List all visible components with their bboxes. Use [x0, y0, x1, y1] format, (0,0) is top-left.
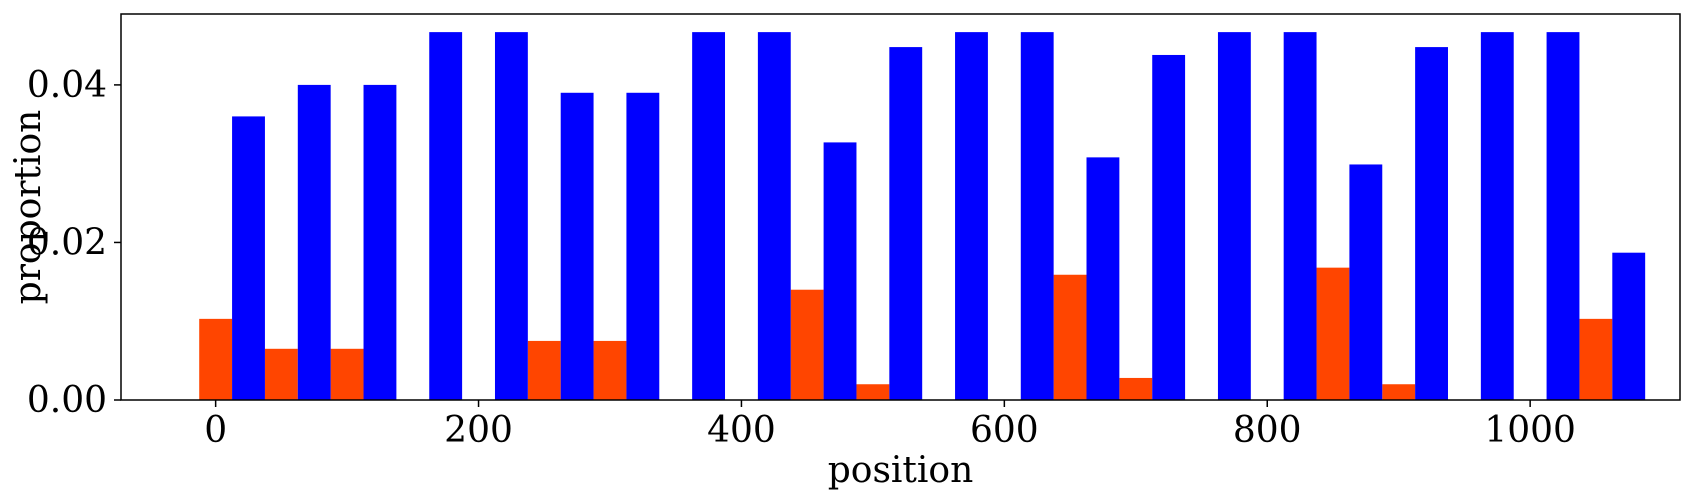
bar-s1-14 [1152, 54, 1186, 401]
bar-s0-14 [1119, 377, 1153, 400]
bar-s1-2 [363, 84, 397, 401]
bar-s0-10 [856, 384, 890, 400]
bar-s0-21 [1579, 318, 1613, 400]
x-tick-label: 200 [444, 410, 513, 451]
bar-s1-20 [1546, 32, 1580, 400]
bar-s1-10 [889, 47, 923, 400]
bar-s1-4 [494, 32, 528, 400]
x-tick-label: 0 [204, 410, 227, 451]
y-tick-label: 0.02 [27, 222, 107, 263]
bar-s1-7 [692, 32, 726, 400]
y-tick-label: 0.00 [27, 380, 107, 421]
bar-s1-16 [1283, 32, 1317, 400]
bar-s1-18 [1415, 47, 1448, 400]
bar-s0-17 [1316, 267, 1350, 400]
bar-s0-6 [593, 340, 627, 400]
bar-s0-13 [1053, 274, 1087, 400]
bar-s0-5 [527, 340, 561, 400]
bar-s1-13 [1086, 157, 1120, 400]
bar-s0-2 [330, 348, 364, 400]
bar-s1-19 [1480, 32, 1514, 400]
bar-s0-18 [1382, 384, 1416, 400]
x-tick-label: 600 [970, 410, 1039, 451]
bar-s0-9 [790, 289, 824, 400]
bar-s1-15 [1217, 32, 1251, 400]
bar-s1-12 [1020, 32, 1054, 400]
x-axis-label: position [828, 450, 974, 491]
y-axis: 0.00 0.02 0.04 [27, 65, 121, 421]
bar-s1-1 [297, 84, 331, 401]
bar-s1-17 [1349, 164, 1383, 400]
bars-layer [199, 32, 1646, 401]
bar-s1-3 [429, 32, 463, 400]
y-tick-label: 0.04 [27, 65, 107, 106]
x-axis: 0 200 400 600 800 1000 [204, 400, 1576, 451]
bar-s0-1 [264, 348, 298, 400]
bar-s1-5 [560, 92, 594, 400]
bar-s1-0 [232, 116, 265, 400]
plot-frame [120, 13, 1681, 401]
bar-s1-21 [1612, 252, 1646, 400]
x-tick-label: 800 [1233, 410, 1302, 451]
y-axis-label: proportion [8, 110, 49, 305]
bar-s1-9 [823, 142, 857, 400]
bar-s1-8 [757, 32, 791, 400]
x-tick-label: 1000 [1484, 410, 1576, 451]
x-tick-label: 400 [707, 410, 776, 451]
bar-s1-11 [955, 32, 988, 400]
bar-s1-6 [626, 92, 660, 400]
bar-s0-0 [199, 318, 233, 400]
